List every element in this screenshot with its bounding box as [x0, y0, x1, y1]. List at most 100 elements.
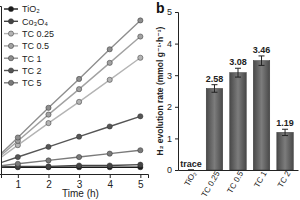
error-line [261, 56, 262, 65]
axis-line [175, 13, 179, 171]
legend-item: Co₃O₄ [4, 17, 48, 27]
error-cap [282, 129, 288, 130]
tick-label: TC 1 [252, 169, 269, 189]
legend-marker [8, 56, 13, 61]
axis [0, 7, 2, 175]
legend-label: TC 5 [22, 78, 42, 88]
tick: 4 [167, 39, 178, 49]
error-cap [259, 55, 265, 56]
legend-item: TC 2 [4, 66, 42, 76]
tick: 1 [167, 134, 178, 144]
tick-label: 5 [138, 179, 144, 190]
tick: TC 0.25 [200, 169, 222, 199]
marker [15, 154, 20, 159]
data-label: 3.08 [229, 57, 247, 67]
tick-mark [175, 170, 178, 171]
legend-marker [8, 6, 13, 11]
marker [46, 120, 51, 125]
tick-label: 4 [167, 39, 172, 49]
data-labels: trace2.583.083.461.19 [180, 45, 294, 169]
tick-label: 3 [167, 71, 172, 81]
marker [46, 165, 51, 170]
bar [277, 132, 293, 170]
series-line [1, 37, 140, 168]
tick-mark [48, 174, 49, 178]
tick: 5 [138, 174, 144, 190]
tick-label: TC 2 [276, 169, 293, 189]
tick-mark [175, 107, 178, 108]
marker [46, 164, 51, 169]
marker [107, 77, 112, 82]
marker [107, 60, 112, 65]
tick-label: TiO₂ [183, 170, 199, 188]
marker [15, 161, 20, 166]
tick: TC 1 [252, 169, 269, 189]
marker [76, 87, 81, 92]
tick: TC 2 [276, 169, 293, 189]
marker [138, 162, 143, 167]
plot-area [1, 18, 143, 170]
tick-label: 4 [107, 179, 113, 190]
bar [206, 88, 222, 170]
tick: 0 [167, 165, 178, 175]
marker [138, 55, 143, 60]
marker [107, 124, 112, 129]
series-line [1, 20, 140, 167]
error-cap [188, 170, 194, 171]
error-cap [235, 77, 241, 78]
marker [76, 154, 81, 159]
marker [46, 105, 51, 110]
figure: 12345Time (h)TiO₂Co₃O₄TC 0.25TC 0.5TC 1T… [0, 0, 300, 200]
marker [76, 76, 81, 81]
legend-label: TiO₂ [22, 4, 40, 14]
legend-label: TC 1 [22, 54, 42, 64]
legend: TiO₂ Co₃O₄ TC 0.25 TC 0.5 TC 1 TC 2 TC 5 [4, 4, 54, 88]
tick: 1 [16, 174, 22, 190]
tick-mark [175, 75, 178, 76]
series-line [1, 116, 140, 167]
tick: 3 [167, 71, 178, 81]
tick-label: 2 [167, 102, 172, 112]
marker [107, 151, 112, 156]
error-bar [188, 170, 194, 171]
bar [183, 170, 199, 171]
tick: 5 [167, 7, 178, 17]
marker [76, 134, 81, 139]
tick-mark [140, 174, 141, 178]
legend-label: Co₃O₄ [22, 17, 48, 27]
legend-marker [8, 80, 13, 85]
legend-item: TC 0.5 [4, 41, 49, 51]
error-line [285, 129, 286, 135]
marker [138, 34, 143, 39]
marker [15, 135, 20, 140]
axis: TiO₂TC 0.25TC 0.5 TC 1 TC 2 [179, 169, 299, 199]
axis-line [2, 175, 149, 179]
tick: TiO₂ [183, 170, 199, 188]
tick-label: 0 [167, 165, 172, 175]
error-cap [188, 170, 194, 171]
legend-item: TC 0.25 [4, 29, 54, 39]
series-line [1, 165, 140, 168]
tick-mark [18, 174, 19, 178]
marker [138, 114, 143, 119]
axis-line [0, 7, 2, 175]
tick-label: TC 0.25 [200, 169, 222, 199]
legend-item: TiO₂ [4, 4, 40, 14]
error-bar [235, 68, 241, 77]
legend-marker [8, 19, 13, 24]
tick-label: TC 0.5 [225, 169, 245, 195]
axis-title: Time (h) [62, 188, 99, 199]
error-cap [282, 135, 288, 136]
marker [107, 163, 112, 168]
error-line [214, 85, 215, 93]
series-line [1, 58, 140, 167]
tick-label: 2 [46, 179, 52, 190]
marker [107, 47, 112, 52]
data-label: 3.46 [253, 45, 271, 55]
data-label: 1.19 [276, 118, 294, 128]
tick: 2 [46, 174, 52, 190]
legend-item: TC 5 [4, 78, 42, 88]
axis: 0 1 2 3 4 5 [167, 7, 179, 175]
legend-marker [8, 68, 13, 73]
data-label: trace [180, 159, 202, 169]
